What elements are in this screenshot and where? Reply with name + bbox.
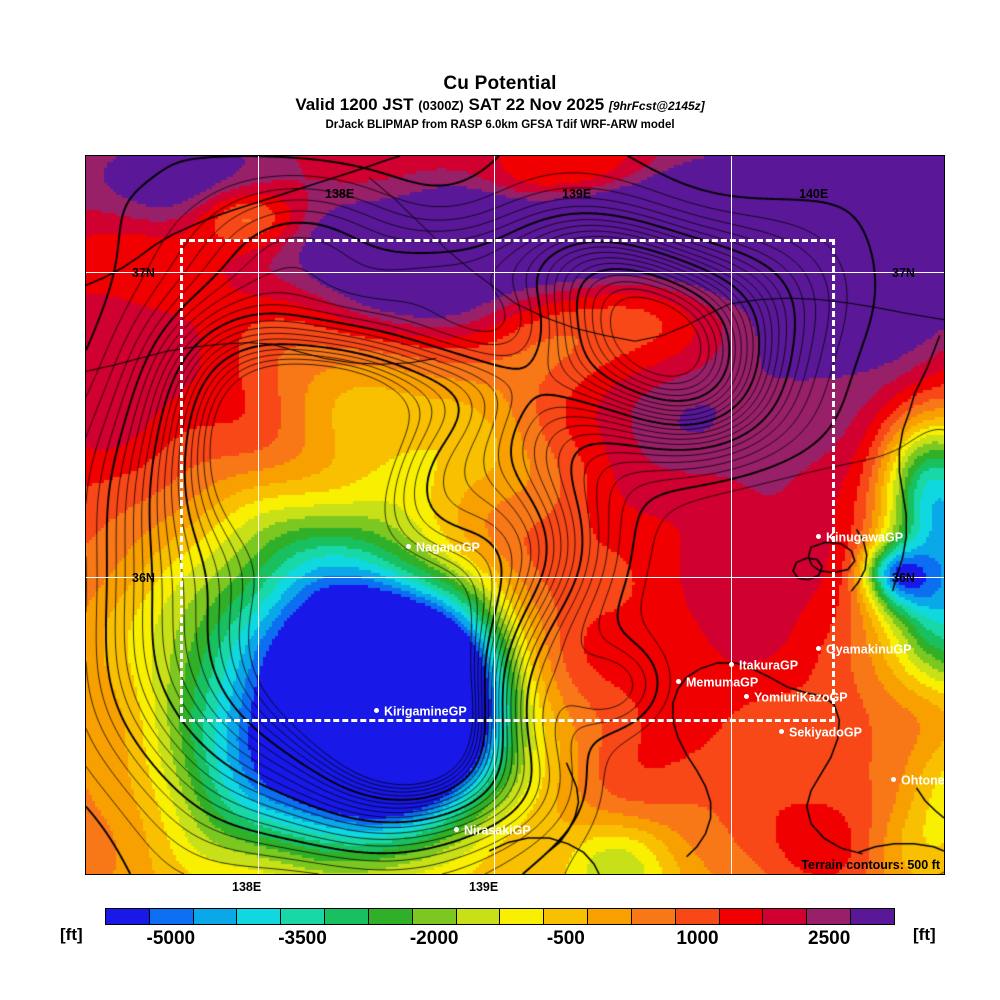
terrain-contour-note: Terrain contours: 500 ft	[801, 858, 940, 872]
station-label: KinugawaGP	[826, 530, 904, 545]
station-label: OhtoneAD	[901, 773, 945, 788]
graticule-lon-140e	[731, 156, 732, 874]
colorbar-segment	[631, 909, 676, 924]
station-label: YomiuriKazoGP	[754, 690, 848, 705]
station-dot-icon	[816, 534, 821, 540]
lat-label-right-36n: 36N	[892, 571, 915, 585]
valid-time-line: Valid 1200 JST (0300Z) SAT 22 Nov 2025 […	[0, 94, 1000, 117]
colorbar-segment	[149, 909, 194, 924]
colorbar-segment	[281, 909, 326, 924]
valid-time-post: SAT 22 Nov 2025	[463, 95, 609, 114]
lat-label-left-37n: 37N	[132, 266, 155, 280]
lon-label-top-140e: 140E	[799, 187, 829, 201]
station-dot-icon	[374, 708, 379, 714]
colorbar-segment	[588, 909, 632, 924]
colorbar[interactable]	[105, 908, 895, 925]
lon-label-bottom-139e: 139E	[469, 880, 499, 894]
colorbar-segment	[807, 909, 852, 924]
valid-time-pre: Valid 1200 JST	[295, 95, 419, 114]
graticule-lon-139e	[494, 156, 495, 874]
station-label: NaganoGP	[416, 540, 480, 555]
colorbar-segment	[456, 909, 501, 924]
colorbar-segment	[851, 909, 894, 924]
station-label: KirigamineGP	[384, 704, 467, 719]
station-marker[interactable]: NirasakiGP	[454, 824, 531, 837]
model-source-line: DrJack BLIPMAP from RASP 6.0km GFSA Tdif…	[325, 119, 675, 131]
map-panel[interactable]: 138E 139E 140E 37N 36N 37N 36N NaganoGP K…	[85, 155, 945, 875]
colorbar-tick-label: -3500	[278, 928, 327, 949]
colorbar-unit-right: [ft]	[913, 925, 936, 944]
station-label: NirasakiGP	[464, 823, 531, 838]
colorbar-segment	[237, 909, 282, 924]
colorbar-unit-left: [ft]	[60, 925, 83, 944]
station-label: ItakuraGP	[739, 658, 799, 673]
colorbar-tick-label: -2000	[409, 928, 459, 949]
colorbar-segment	[106, 909, 150, 924]
colorbar-panel: [ft] [ft] -5000 -3500 -2000 -500 1000 2500	[0, 903, 1000, 963]
lat-label-left-36n: 36N	[132, 571, 155, 585]
station-marker[interactable]: MemumaGP	[676, 676, 758, 689]
colorbar-segment	[412, 909, 457, 924]
colorbar-tick-label: -500	[546, 928, 585, 949]
graticule-lat-36n	[86, 577, 944, 578]
colorbar-segment	[763, 909, 808, 924]
station-dot-icon	[676, 679, 681, 685]
station-label: OyamakinuGP	[826, 642, 912, 657]
station-marker[interactable]: KirigamineGP	[374, 705, 467, 718]
colorbar-segment	[193, 909, 238, 924]
valid-time-utc: (0300Z)	[418, 98, 464, 113]
colorbar-segment	[325, 909, 369, 924]
lon-label-top-139e: 139E	[562, 187, 592, 201]
station-marker[interactable]: OhtoneAD	[891, 773, 945, 788]
colorbar-segment	[500, 909, 545, 924]
station-dot-icon	[891, 777, 896, 783]
title-block: Cu Potential Valid 1200 JST (0300Z) SAT …	[0, 74, 1000, 133]
station-dot-icon	[744, 694, 749, 700]
station-dot-icon	[816, 646, 821, 652]
station-marker[interactable]: NaganoGP	[406, 541, 480, 554]
station-dot-icon	[779, 729, 784, 735]
page-title: Cu Potential	[443, 73, 557, 94]
graticule-lat-37n	[86, 272, 944, 273]
colorbar-tick-label: 1000	[676, 928, 719, 949]
station-marker[interactable]: OyamakinuGP	[816, 643, 911, 656]
station-marker[interactable]: KinugawaGP	[816, 531, 903, 544]
station-label: SekiyadoGP	[789, 725, 862, 740]
colorbar-segment	[719, 909, 764, 924]
cu-potential-field	[86, 156, 944, 874]
station-marker[interactable]: ItakuraGP	[729, 659, 798, 672]
station-dot-icon	[406, 544, 411, 550]
graticule-lon-138e	[258, 156, 259, 874]
lat-label-right-37n: 37N	[892, 266, 915, 280]
station-marker[interactable]: SekiyadoGP	[779, 726, 862, 739]
station-dot-icon	[729, 662, 734, 668]
colorbar-segment	[675, 909, 720, 924]
lon-label-top-138e: 138E	[325, 187, 355, 201]
station-marker[interactable]: YomiuriKazoGP	[744, 691, 848, 704]
colorbar-tick-label: 2500	[808, 928, 851, 949]
station-dot-icon	[454, 827, 459, 833]
lon-label-bottom-138e: 138E	[232, 880, 262, 894]
forecast-hour-badge: [9hrFcst@2145z]	[608, 99, 705, 113]
station-label: MemumaGP	[686, 675, 759, 690]
colorbar-segment	[544, 909, 589, 924]
colorbar-tick-label: -5000	[146, 928, 196, 949]
colorbar-segment	[368, 909, 413, 924]
